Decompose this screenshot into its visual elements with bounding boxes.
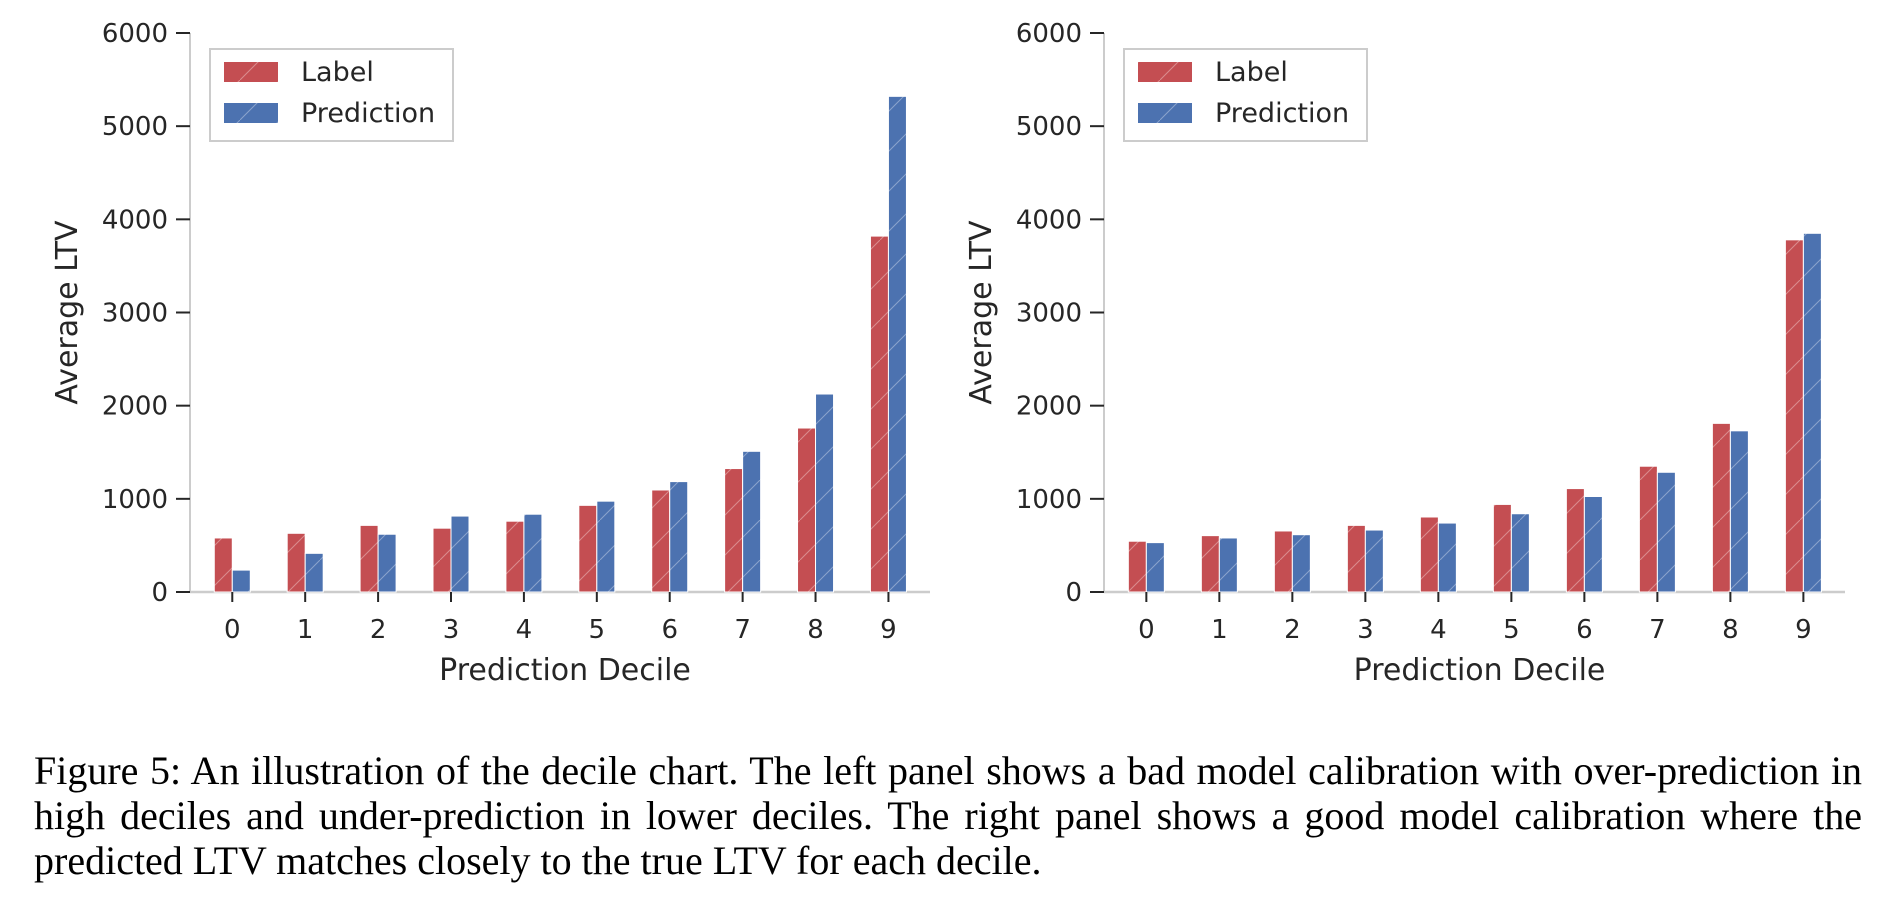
bar-hatch-prediction-decile-8	[1730, 430, 1749, 592]
x-axis-label: Prediction Decile	[1354, 653, 1606, 688]
x-tick-label: 7	[1649, 615, 1666, 645]
charts-canvas: 0 1000 2000 3000 4000 5000 6000 0 1 2 3 4 5 6 7 8 9 Predi…	[50, 19, 1845, 688]
x-tick-label: 5	[1503, 615, 1520, 645]
y-tick-label: 0	[151, 578, 168, 608]
y-tick-label: 1000	[1016, 485, 1082, 515]
y-tick-label: 6000	[1016, 19, 1082, 49]
y-tick-label: 3000	[1016, 299, 1082, 329]
bar-hatch-label-decile-1	[1201, 535, 1220, 592]
bar-hatch-label-decile-7	[1639, 466, 1658, 592]
bar-hatch-prediction-decile-4	[523, 514, 542, 592]
bar-hatch-label-decile-4	[1420, 517, 1439, 592]
x-tick-label: 9	[880, 615, 897, 645]
bar-hatch-label-decile-7	[724, 468, 743, 592]
y-tick-label: 2000	[102, 392, 168, 422]
x-tick-label: 0	[224, 615, 241, 645]
y-axis-label: Average LTV	[964, 220, 999, 405]
y-tick-label: 6000	[102, 19, 168, 49]
x-tick-label: 5	[589, 615, 606, 645]
y-tick-label: 3000	[102, 299, 168, 329]
bar-hatch-prediction-decile-4	[1438, 523, 1457, 592]
bar-hatch-prediction-decile-9	[1803, 233, 1822, 592]
y-tick-label: 1000	[102, 485, 168, 515]
x-tick-label: 2	[370, 615, 387, 645]
chart-panel-right: 0 1000 2000 3000 4000 5000 6000 0 1 2 3 4 5 6 7 8 9 Predi…	[964, 19, 1845, 688]
legend-label-label: Label	[1215, 57, 1288, 88]
bar-hatch-label-decile-5	[1493, 504, 1512, 592]
legend-label-prediction: Prediction	[301, 98, 435, 129]
legend: Label Prediction	[1123, 48, 1368, 142]
bar-hatch-prediction-decile-7	[1657, 472, 1676, 592]
x-tick-label: 3	[443, 615, 460, 645]
bar-hatch-prediction-decile-5	[596, 501, 615, 592]
bar-hatch-prediction-decile-3	[451, 516, 470, 592]
bar-hatch-prediction-decile-3	[1365, 530, 1384, 592]
bar-hatch-label-decile-4	[505, 521, 524, 592]
x-tick-label: 6	[1576, 615, 1593, 645]
bar-hatch-label-decile-3	[433, 528, 452, 592]
bar-hatch-label-decile-6	[1566, 488, 1585, 592]
legend: Label Prediction	[209, 48, 454, 142]
legend-label-label: Label	[301, 57, 374, 88]
y-tick-label: 4000	[102, 205, 168, 235]
legend-swatch-hatch-prediction	[1138, 103, 1192, 123]
y-tick-label: 0	[1065, 578, 1082, 608]
bar-hatch-label-decile-0	[214, 537, 233, 592]
bar-hatch-prediction-decile-0	[1146, 542, 1165, 592]
x-tick-label: 9	[1795, 615, 1812, 645]
x-tick-label: 8	[1722, 615, 1739, 645]
x-tick-label: 3	[1357, 615, 1374, 645]
x-tick-label: 8	[807, 615, 824, 645]
x-tick-label: 1	[1211, 615, 1228, 645]
bar-hatch-prediction-decile-5	[1511, 513, 1530, 592]
legend-swatch-hatch-label	[224, 62, 278, 82]
bar-hatch-label-decile-3	[1347, 525, 1366, 592]
bar-hatch-prediction-decile-7	[742, 451, 761, 592]
bar-hatch-label-decile-8	[1712, 423, 1731, 592]
bar-hatch-prediction-decile-8	[815, 394, 834, 592]
x-tick-label: 6	[661, 615, 678, 645]
y-tick-label: 5000	[1016, 112, 1082, 142]
y-tick-label: 4000	[1016, 205, 1082, 235]
bar-hatch-prediction-decile-1	[1219, 537, 1238, 592]
bar-hatch-prediction-decile-2	[1292, 534, 1311, 592]
legend-swatch-hatch-label	[1138, 62, 1192, 82]
bar-hatch-label-decile-9	[1785, 239, 1804, 592]
bar-hatch-label-decile-9	[870, 236, 889, 592]
x-axis-label: Prediction Decile	[439, 653, 691, 688]
x-tick-label: 2	[1284, 615, 1301, 645]
x-tick-label: 4	[516, 615, 533, 645]
bar-hatch-label-decile-2	[360, 525, 379, 592]
y-tick-label: 5000	[102, 112, 168, 142]
figure-caption: Figure 5: An illustration of the decile …	[34, 748, 1862, 883]
bar-hatch-label-decile-0	[1128, 541, 1147, 592]
bar-hatch-prediction-decile-2	[378, 534, 397, 592]
bar-hatch-prediction-decile-6	[669, 481, 688, 592]
bar-hatch-label-decile-5	[578, 505, 597, 592]
y-tick-label: 2000	[1016, 392, 1082, 422]
bar-hatch-prediction-decile-1	[305, 553, 324, 592]
legend-label-prediction: Prediction	[1215, 98, 1349, 129]
x-tick-label: 7	[734, 615, 751, 645]
chart-panel-left: 0 1000 2000 3000 4000 5000 6000 0 1 2 3 4 5 6 7 8 9 Predi…	[50, 19, 930, 688]
bar-hatch-label-decile-2	[1274, 530, 1293, 592]
bar-hatch-label-decile-1	[287, 533, 306, 592]
bar-hatch-prediction-decile-6	[1584, 496, 1603, 592]
legend-swatch-hatch-prediction	[224, 103, 278, 123]
bar-hatch-label-decile-8	[797, 428, 816, 592]
y-axis-label: Average LTV	[50, 220, 85, 405]
bar-hatch-label-decile-6	[651, 489, 670, 592]
x-tick-label: 4	[1430, 615, 1447, 645]
bar-hatch-prediction-decile-0	[232, 570, 251, 592]
x-tick-label: 1	[297, 615, 314, 645]
bar-hatch-prediction-decile-9	[888, 96, 907, 592]
x-tick-label: 0	[1138, 615, 1155, 645]
